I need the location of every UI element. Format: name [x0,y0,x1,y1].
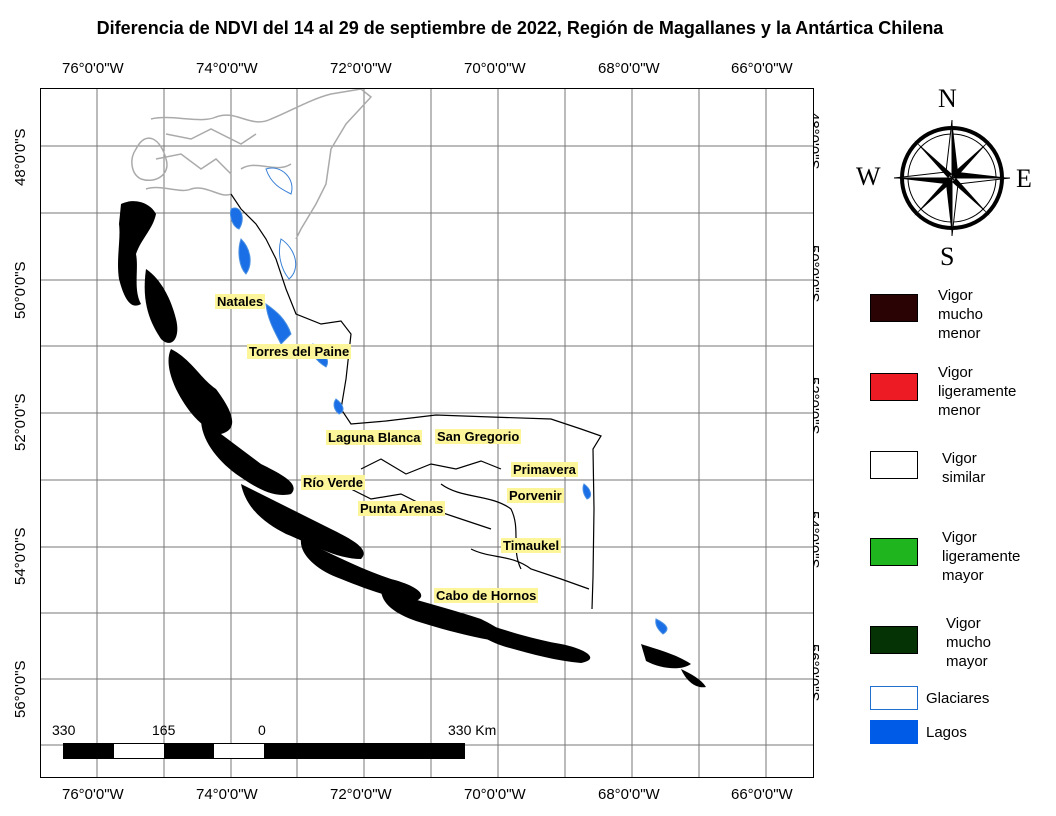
place-label-cabo-de-hornos: Cabo de Hornos [434,588,539,603]
northern-region-outline [131,89,373,240]
lon-label-bottom-74: 74°0'0"W [196,786,258,803]
lon-label-bottom-68: 68°0'0"W [598,786,660,803]
place-label-laguna-blanca: Laguna Blanca [326,430,423,445]
compass-w: W [856,162,881,191]
place-label-natales: Natales [215,294,266,309]
legend-label: Glaciares [926,690,990,707]
place-label-primavera: Primavera [511,462,578,477]
lon-label-top-72: 72°0'0"W [330,60,392,77]
scale-label-330-km: 330 Km [448,722,497,738]
legend-label: Lagos [926,724,967,741]
legend-swatch [870,373,918,401]
lat-label-left-54: 54°0'0"S [12,527,29,585]
lat-label-left-52: 52°0'0"S [12,393,29,451]
place-label-san-gregorio: San Gregorio [435,429,522,444]
legend-swatch [870,451,918,479]
legend-swatch [870,538,918,566]
lon-label-top-76: 76°0'0"W [62,60,124,77]
legend-label: Vigor ligeramente mayor [942,529,1021,584]
scale-label-330-left: 330 [52,722,76,738]
lon-label-top-70: 70°0'0"W [464,60,526,77]
glaciers [265,167,297,280]
lakes [230,207,668,635]
lat-label-left-50: 50°0'0"S [12,261,29,319]
place-label-torres-del-paine: Torres del Paine [247,344,352,359]
lon-label-bottom-70: 70°0'0"W [464,786,526,803]
archipelago [118,201,706,688]
lon-label-bottom-76: 76°0'0"W [62,786,124,803]
north-arrow-compass: N S W E [856,84,1036,272]
lat-label-left-56: 56°0'0"S [12,660,29,718]
compass-n: N [938,84,957,113]
lat-label-left-48: 48°0'0"S [12,128,29,186]
place-label-punta-arenas: Punta Arenas [358,501,446,516]
lon-label-top-74: 74°0'0"W [196,60,258,77]
scale-bar [63,743,465,759]
place-label-rio-verde: Río Verde [301,475,365,490]
scale-label-0: 0 [258,722,266,738]
place-label-timaukel: Timaukel [501,538,562,553]
legend-swatch [870,294,918,322]
compass-s: S [940,242,955,271]
map-frame[interactable]: Natales Torres del Paine Laguna Blanca S… [40,88,814,778]
lon-label-bottom-66: 66°0'0"W [731,786,793,803]
map-title: Diferencia de NDVI del 14 al 29 de septi… [96,18,944,38]
lon-label-top-68: 68°0'0"W [598,60,660,77]
legend-swatch [870,626,918,654]
legend-label: Vigor similar [942,450,986,486]
place-label-porvenir: Porvenir [507,488,564,503]
graticule [41,89,813,777]
legend-label: Vigor ligeramente menor [938,364,1017,419]
map-canvas [41,89,813,777]
legend-label: Vigor mucho mayor [946,615,992,670]
compass-rose-icon [893,119,1011,237]
lon-label-top-66: 66°0'0"W [731,60,793,77]
legend-swatch-glaciers [870,686,918,710]
compass-e: E [1016,164,1032,193]
lon-label-bottom-72: 72°0'0"W [330,786,392,803]
scale-label-165: 165 [152,722,176,738]
legend-swatch-lakes [870,720,918,744]
legend-label: Vigor mucho menor [938,287,984,342]
